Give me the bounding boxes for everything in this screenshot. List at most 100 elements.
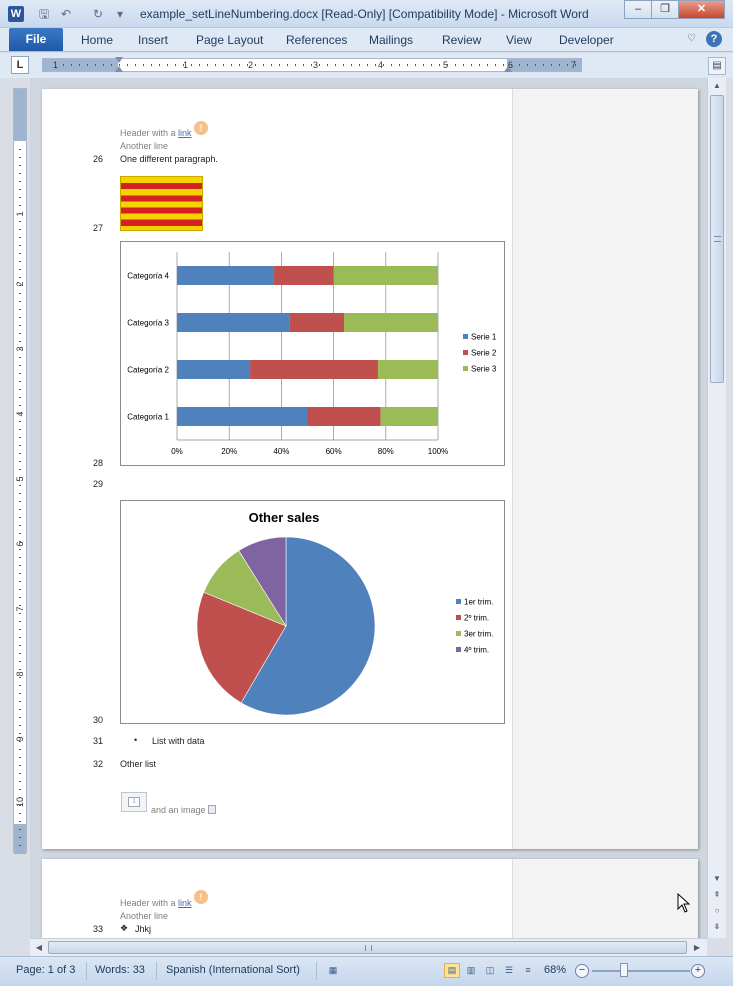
draft-view-icon[interactable]: ≡ xyxy=(525,965,531,975)
tab-view[interactable]: View xyxy=(506,33,532,47)
zoom-in-button[interactable]: + xyxy=(691,964,705,978)
list-item-text[interactable]: Jhkj xyxy=(135,924,152,934)
macro-recording-icon[interactable]: ▦ xyxy=(328,965,338,975)
pie-slice xyxy=(238,536,287,628)
customize-quick-access-icon[interactable]: ▾ xyxy=(116,7,124,21)
scroll-up-button[interactable]: ▲ xyxy=(713,81,721,90)
ruler-tick xyxy=(19,197,21,198)
next-page-button[interactable]: ⇟ xyxy=(713,922,721,931)
inline-image-icon[interactable] xyxy=(208,805,216,814)
horizontal-scrollbar[interactable]: ◀ ▶ xyxy=(30,938,707,956)
ruler-tick xyxy=(479,64,480,66)
ruler-tick xyxy=(19,597,21,598)
ruler-tick xyxy=(319,64,320,66)
scroll-left-button[interactable]: ◀ xyxy=(35,943,43,952)
zoom-out-button[interactable]: − xyxy=(575,964,589,978)
horizontal-scroll-thumb[interactable] xyxy=(48,941,687,954)
ruler-tick xyxy=(359,64,360,66)
bar xyxy=(177,266,274,285)
ruler-tick xyxy=(367,64,368,66)
vertical-scroll-thumb[interactable] xyxy=(710,95,724,383)
first-line-indent-marker[interactable] xyxy=(115,57,123,63)
vertical-ruler[interactable]: 1 2 3 4 5 6 7 8 9 10 xyxy=(13,88,27,854)
tab-page-layout[interactable]: Page Layout xyxy=(196,33,264,47)
pie-chart[interactable]: Other sales 1er trim. 2º trim. 3er trim. 4º … xyxy=(120,500,505,724)
header-line-2: Another line xyxy=(120,911,169,921)
tab-stop-selector[interactable]: L xyxy=(11,56,29,74)
ruler-tick xyxy=(19,173,21,174)
ruler-number: 5 xyxy=(15,476,25,482)
header-link[interactable]: link xyxy=(178,898,192,908)
horizontal-ruler[interactable]: 1 1 2 3 4 5 6 7 xyxy=(42,57,582,72)
redo-icon[interactable]: ↻ xyxy=(92,7,104,21)
full-screen-reading-view-icon[interactable]: ▥ xyxy=(466,965,476,975)
ruler-tick xyxy=(19,237,21,238)
ruler-tick xyxy=(19,581,21,582)
ruler-tick xyxy=(19,629,21,630)
tab-mailings[interactable]: Mailings xyxy=(369,33,414,47)
ruler-tick xyxy=(519,64,520,66)
ruler-tick xyxy=(463,64,464,66)
undo-icon[interactable]: ↶ xyxy=(60,7,72,21)
ruler-tick xyxy=(263,64,264,66)
page[interactable]: Header with a link ! Another line 33 ❖ J… xyxy=(42,859,698,938)
tab-developer[interactable]: Developer xyxy=(559,33,614,47)
ruler-tick xyxy=(19,333,21,334)
save-icon[interactable]: 🖫 xyxy=(38,7,50,21)
zoom-level[interactable]: 68% xyxy=(544,964,567,976)
ruler-tick xyxy=(503,64,504,66)
ruler-tick xyxy=(87,64,88,66)
ruler-tick xyxy=(19,797,21,798)
previous-page-button[interactable]: ⇞ xyxy=(713,890,721,899)
word-app-icon[interactable]: W xyxy=(8,6,24,22)
restore-button[interactable]: ❐ xyxy=(651,0,679,19)
bar-chart[interactable]: 0% 20% 40% 60% 80% 100% Categoría 1 Categoría 2… xyxy=(120,241,505,466)
minimize-button[interactable]: – xyxy=(624,0,652,19)
legend-swatch xyxy=(463,350,468,355)
list-item-text[interactable]: List with data xyxy=(152,736,205,746)
scroll-right-button[interactable]: ▶ xyxy=(693,943,701,952)
mouse-cursor-icon xyxy=(677,893,691,913)
ruler-tick xyxy=(19,261,21,262)
ruler-tick xyxy=(391,64,392,66)
select-browse-object-button[interactable]: ○ xyxy=(714,906,720,915)
page[interactable]: Header with a link ! Another line 26 One… xyxy=(42,89,698,849)
tab-home[interactable]: Home xyxy=(81,33,114,47)
ruler-tick xyxy=(19,501,21,502)
tab-review[interactable]: Review xyxy=(442,33,482,47)
print-layout-view-icon[interactable]: ▤ xyxy=(444,963,460,978)
paragraph-text[interactable]: One different paragraph. xyxy=(120,154,218,164)
header-link[interactable]: link xyxy=(178,128,192,138)
document-area[interactable]: Header with a link ! Another line 26 One… xyxy=(30,78,707,938)
page-count-status[interactable]: Page: 1 of 3 xyxy=(16,964,76,976)
zoom-slider-thumb[interactable] xyxy=(619,963,628,977)
hanging-indent-marker[interactable] xyxy=(115,66,123,72)
ruler-tick xyxy=(19,165,21,166)
image-placeholder-icon[interactable]: 1 xyxy=(121,792,147,812)
list-item-text[interactable]: Other list xyxy=(120,759,157,769)
tab-file[interactable]: File xyxy=(9,28,63,51)
vertical-scrollbar[interactable]: ▲ ▼ ⇞ ○ ⇟ xyxy=(707,78,726,938)
web-layout-view-icon[interactable]: ◫ xyxy=(485,965,495,975)
outline-view-icon[interactable]: ☰ xyxy=(504,965,514,975)
ruler-tick xyxy=(239,64,240,66)
ruler-tick xyxy=(19,717,21,718)
ruler-tick xyxy=(327,64,328,66)
zoom-slider-track[interactable] xyxy=(592,970,690,972)
ruler-tick xyxy=(19,357,21,358)
ruler-tick xyxy=(19,381,21,382)
view-ruler-icon[interactable]: ▤ xyxy=(708,57,726,75)
scroll-down-button[interactable]: ▼ xyxy=(713,874,721,883)
word-count-status[interactable]: Words: 33 xyxy=(95,964,145,976)
right-indent-marker[interactable] xyxy=(504,66,512,72)
ruler-tick xyxy=(19,669,21,670)
help-icon[interactable]: ? xyxy=(706,31,722,47)
ruler-tick xyxy=(71,64,72,66)
tab-insert[interactable]: Insert xyxy=(138,33,169,47)
tab-references[interactable]: References xyxy=(286,33,348,47)
language-status[interactable]: Spanish (International Sort) xyxy=(166,964,300,976)
ruler-tick xyxy=(103,64,104,66)
minimize-ribbon-icon[interactable]: ♡ xyxy=(687,33,696,44)
close-button[interactable]: ✕ xyxy=(678,0,725,19)
flag-image[interactable] xyxy=(120,176,203,231)
